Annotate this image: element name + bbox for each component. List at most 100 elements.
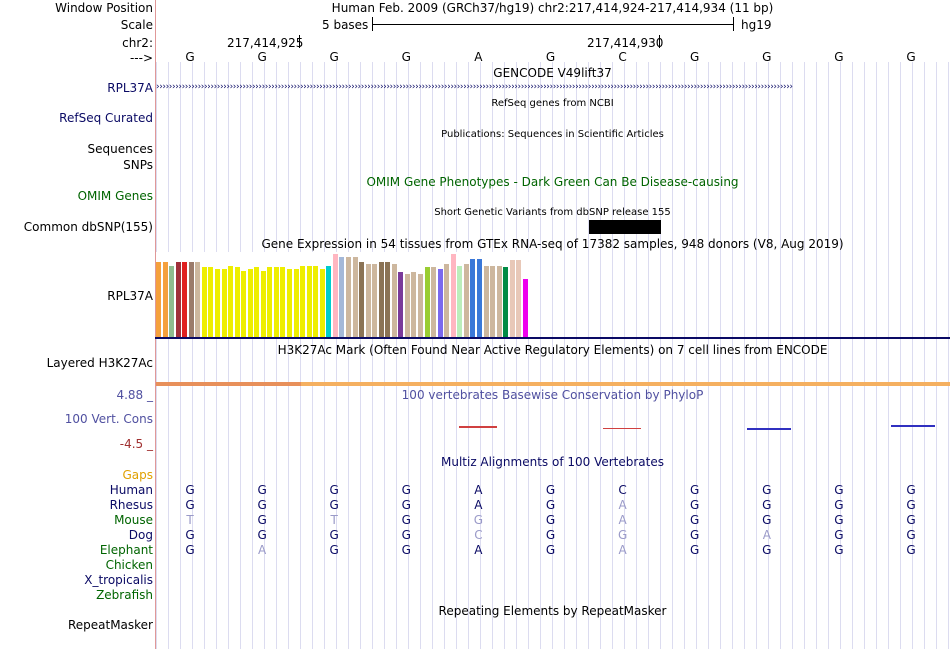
gtex-tissue-bar[interactable] (457, 266, 463, 337)
gtex-tissue-bar[interactable] (169, 266, 175, 337)
gtex-tissue-bar[interactable] (411, 272, 417, 337)
gtex-tissue-bar[interactable] (496, 266, 502, 337)
gtex-tissue-bar[interactable] (313, 266, 319, 337)
gtex-tissue-bar[interactable] (208, 267, 214, 337)
gtex-tissue-bar[interactable] (404, 274, 410, 337)
gtex-tissue-bar[interactable] (359, 262, 365, 337)
gtex-tissue-bar[interactable] (214, 269, 220, 337)
cons-title[interactable]: 100 vertebrates Basewise Conservation by… (401, 388, 704, 402)
h3k27ac-signal[interactable] (156, 382, 950, 386)
h3k27ac-label[interactable]: Layered H3K27Ac (46, 356, 153, 370)
multiz-title[interactable]: Multiz Alignments of 100 Vertebrates (440, 455, 665, 469)
gencode-title[interactable]: GENCODE V49lift37 (493, 66, 612, 80)
omim-label[interactable]: OMIM Genes (77, 189, 153, 203)
gtex-tissue-bar[interactable] (437, 269, 443, 337)
gtex-tissue-bar[interactable] (385, 262, 391, 337)
gtex-tissue-bar[interactable] (372, 264, 378, 337)
aligned-base: G (473, 513, 484, 527)
gtex-tissue-bar[interactable] (470, 259, 476, 337)
publications-title[interactable]: Publications: Sequences in Scientific Ar… (441, 129, 664, 140)
gtex-tissue-bar[interactable] (378, 262, 384, 337)
refseq-title[interactable]: RefSeq genes from NCBI (491, 98, 614, 109)
refseq-label[interactable]: RefSeq Curated (59, 111, 153, 125)
gtex-tissue-bar[interactable] (509, 260, 515, 337)
gtex-tissue-bar[interactable] (319, 269, 325, 337)
gtex-tissue-bar[interactable] (221, 269, 227, 337)
gtex-tissue-bar[interactable] (345, 257, 351, 337)
gtex-tissue-bar[interactable] (450, 254, 456, 337)
species-label[interactable]: Human (109, 483, 153, 497)
gtex-title[interactable]: Gene Expression in 54 tissues from GTEx … (261, 237, 844, 251)
gtex-tissue-bar[interactable] (418, 274, 423, 337)
gtex-tissue-bar[interactable] (254, 267, 260, 337)
gtex-tissue-bar[interactable] (391, 264, 397, 337)
gtex-tissue-bar[interactable] (273, 267, 279, 337)
gtex-tissue-bar[interactable] (503, 267, 509, 337)
gtex-bar-chart[interactable] (156, 252, 536, 337)
gtex-tissue-bar[interactable] (326, 266, 332, 337)
species-label[interactable]: Dog (128, 528, 153, 542)
gtex-tissue-bar[interactable] (476, 259, 482, 337)
snps-label[interactable]: SNPs (123, 158, 153, 172)
gtex-tissue-bar[interactable] (287, 269, 292, 337)
cons-label[interactable]: 100 Vert. Cons (64, 412, 153, 426)
gtex-gene-label[interactable]: RPL37A (107, 289, 153, 303)
gtex-tissue-bar[interactable] (398, 272, 404, 337)
aligned-base: G (545, 498, 556, 512)
species-label[interactable]: Zebrafish (96, 588, 153, 602)
dbsnp-label[interactable]: Common dbSNP(155) (23, 220, 153, 234)
scale-label[interactable]: Scale (120, 18, 153, 32)
gtex-tissue-bar[interactable] (228, 266, 234, 337)
h3k27ac-title[interactable]: H3K27Ac Mark (Often Found Near Active Re… (277, 343, 828, 357)
cons-positive-mark (891, 425, 935, 427)
gtex-tissue-bar[interactable] (267, 267, 273, 337)
gtex-tissue-bar[interactable] (195, 262, 201, 337)
gtex-tissue-bar[interactable] (490, 266, 496, 337)
gtex-tissue-bar[interactable] (463, 264, 469, 337)
gtex-tissue-bar[interactable] (365, 264, 371, 337)
gtex-tissue-bar[interactable] (201, 267, 207, 337)
gtex-tissue-bar[interactable] (516, 260, 522, 337)
gtex-tissue-bar[interactable] (241, 271, 247, 337)
gtex-tissue-bar[interactable] (483, 266, 489, 337)
gaps-label[interactable]: Gaps (122, 468, 153, 482)
species-label[interactable]: Elephant (99, 543, 153, 557)
window-position-label[interactable]: Window Position (55, 1, 153, 15)
gtex-tissue-bar[interactable] (424, 267, 430, 337)
gtex-tissue-bar[interactable] (182, 262, 188, 337)
dbsnp-title[interactable]: Short Genetic Variants from dbSNP releas… (434, 207, 671, 218)
aligned-base: A (474, 498, 483, 512)
gtex-tissue-bar[interactable] (332, 254, 338, 337)
dbsnp-variant[interactable] (589, 220, 661, 234)
gencode-gene-strand-arrows[interactable]: ››››››››››››››››››››››››››››››››››››››››… (156, 82, 793, 92)
gencode-gene-label[interactable]: RPL37A (107, 81, 153, 95)
gtex-tissue-bar[interactable] (188, 262, 194, 337)
aligned-base: G (257, 483, 267, 497)
gtex-tissue-bar[interactable] (339, 257, 345, 337)
omim-title[interactable]: OMIM Gene Phenotypes - Dark Green Can Be… (366, 175, 739, 189)
strand-label[interactable]: ---> (129, 51, 153, 65)
gtex-tissue-bar[interactable] (280, 267, 286, 337)
gtex-tissue-bar[interactable] (156, 262, 161, 337)
gtex-tissue-bar[interactable] (247, 269, 253, 337)
gtex-tissue-bar[interactable] (234, 267, 240, 337)
h3k27ac-signal-strong[interactable] (156, 382, 301, 386)
repeatmasker-title[interactable]: Repeating Elements by RepeatMasker (438, 604, 667, 618)
gtex-tissue-bar[interactable] (522, 279, 528, 337)
gtex-tissue-bar[interactable] (260, 271, 266, 337)
repeatmasker-label[interactable]: RepeatMasker (67, 618, 153, 632)
gtex-tissue-bar[interactable] (293, 269, 299, 337)
species-label[interactable]: X_tropicalis (84, 573, 153, 587)
gtex-tissue-bar[interactable] (444, 264, 450, 337)
gtex-tissue-bar[interactable] (431, 267, 437, 337)
species-label[interactable]: Mouse (114, 513, 153, 527)
chrom-label[interactable]: chr2: (122, 36, 153, 50)
gtex-tissue-bar[interactable] (352, 257, 358, 337)
gtex-tissue-bar[interactable] (162, 262, 168, 337)
gtex-tissue-bar[interactable] (306, 266, 312, 337)
species-label[interactable]: Chicken (105, 558, 153, 572)
gtex-tissue-bar[interactable] (175, 262, 181, 337)
species-label[interactable]: Rhesus (109, 498, 153, 512)
publications-label[interactable]: Sequences (87, 142, 153, 156)
gtex-tissue-bar[interactable] (300, 266, 306, 337)
